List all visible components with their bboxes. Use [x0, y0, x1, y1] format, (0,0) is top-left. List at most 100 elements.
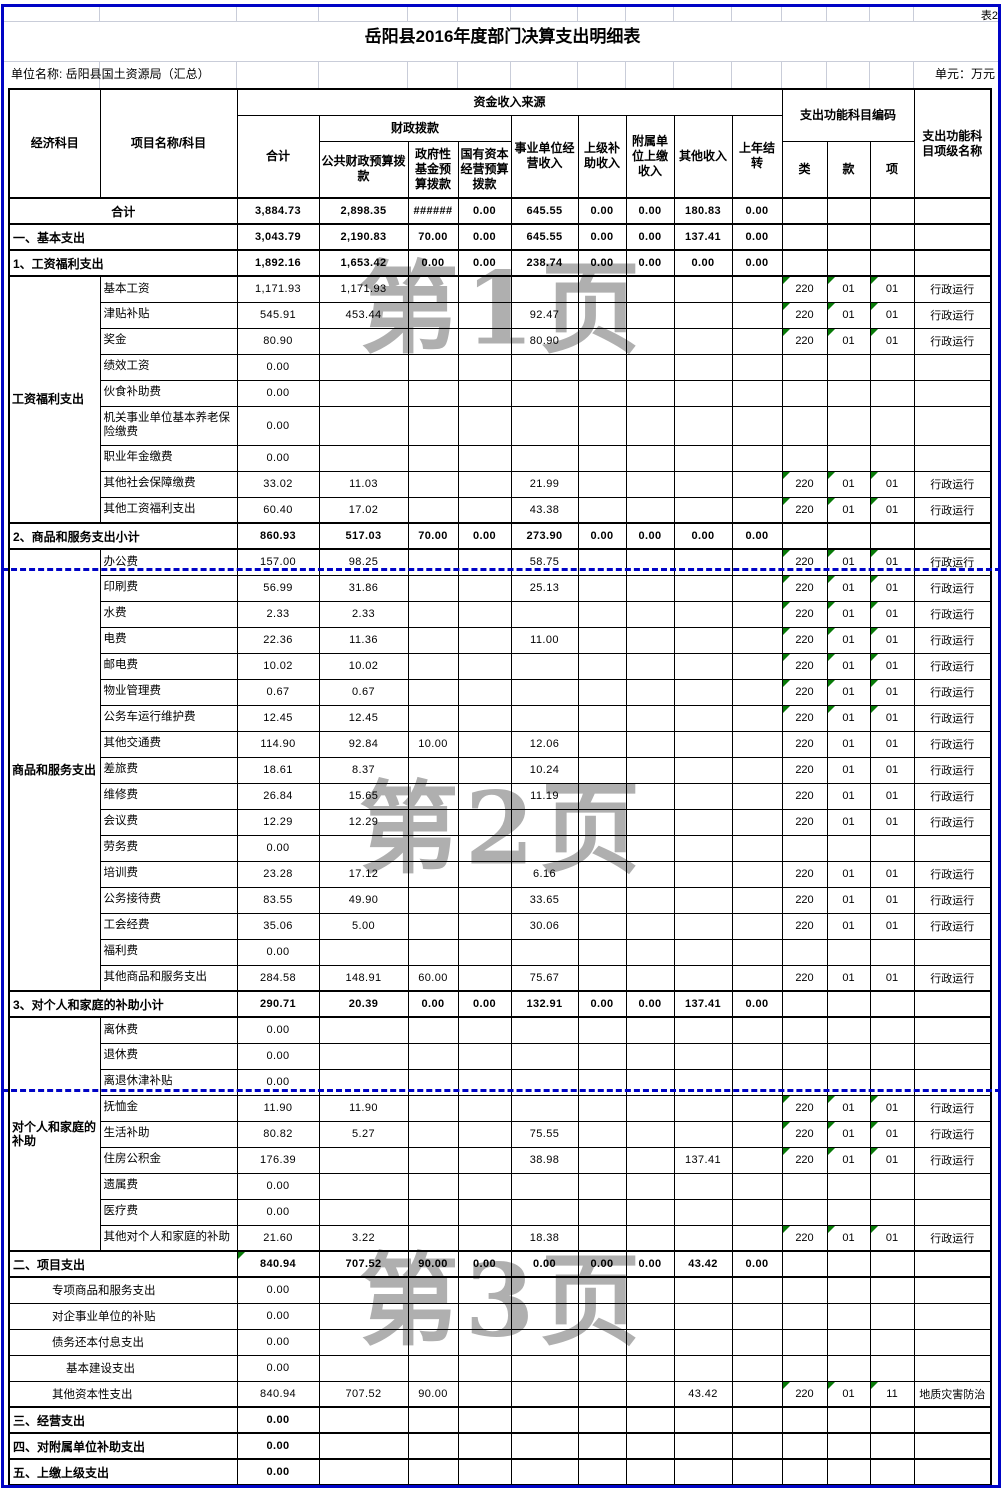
value-cell[interactable]	[318, 1198, 409, 1226]
code-cell[interactable]: 01	[826, 652, 871, 680]
value-cell[interactable]: 92.47	[510, 301, 579, 329]
item-label-cell[interactable]: 会议费	[99, 808, 238, 836]
code-cell[interactable]: 01	[869, 730, 915, 758]
item-label-cell[interactable]: 工会经费	[99, 912, 238, 940]
code-cell[interactable]	[869, 444, 915, 472]
value-cell[interactable]	[731, 1458, 783, 1486]
value-cell[interactable]: 1,171.93	[318, 275, 409, 303]
value-cell[interactable]: 0.00	[407, 249, 459, 277]
value-cell[interactable]: 137.41	[673, 223, 733, 251]
code-cell[interactable]	[869, 197, 915, 225]
value-cell[interactable]	[510, 1380, 579, 1408]
value-cell[interactable]: 1,171.93	[236, 275, 320, 303]
code-cell[interactable]: 01	[869, 886, 915, 914]
value-cell[interactable]	[457, 704, 512, 732]
value-cell[interactable]: 0.00	[236, 1198, 320, 1226]
value-cell[interactable]: 22.36	[236, 626, 320, 654]
code-cell[interactable]	[826, 223, 871, 251]
value-cell[interactable]: 18.61	[236, 756, 320, 784]
code-cell[interactable]	[869, 1276, 915, 1304]
function-name-cell[interactable]	[913, 1432, 992, 1460]
value-cell[interactable]	[457, 886, 512, 914]
value-cell[interactable]: 2.33	[236, 600, 320, 628]
value-cell[interactable]	[407, 652, 459, 680]
code-cell[interactable]	[869, 1432, 915, 1460]
value-cell[interactable]	[625, 938, 675, 966]
value-cell[interactable]: 5.00	[318, 912, 409, 940]
code-cell[interactable]: 11	[869, 1380, 915, 1408]
code-cell[interactable]	[869, 1328, 915, 1356]
code-cell[interactable]: 220	[781, 1224, 828, 1252]
value-cell[interactable]: 860.93	[236, 522, 320, 550]
value-cell[interactable]	[407, 834, 459, 862]
code-cell[interactable]	[826, 1354, 871, 1382]
code-cell[interactable]	[781, 1016, 828, 1044]
code-cell[interactable]	[826, 444, 871, 472]
value-cell[interactable]: 11.00	[510, 626, 579, 654]
code-cell[interactable]: 01	[826, 301, 871, 329]
value-cell[interactable]: 0.00	[577, 223, 627, 251]
code-cell[interactable]: 01	[826, 808, 871, 836]
value-cell[interactable]	[625, 1432, 675, 1460]
value-cell[interactable]	[625, 678, 675, 706]
value-cell[interactable]	[731, 1016, 783, 1044]
value-cell[interactable]	[673, 1016, 733, 1044]
value-cell[interactable]: 83.55	[236, 886, 320, 914]
code-cell[interactable]	[826, 1302, 871, 1330]
value-cell[interactable]: 238.74	[510, 249, 579, 277]
value-cell[interactable]	[577, 496, 627, 524]
code-cell[interactable]	[869, 1302, 915, 1330]
code-cell[interactable]: 220	[781, 886, 828, 914]
value-cell[interactable]	[673, 600, 733, 628]
row-label-cell[interactable]: 基本建设支出	[8, 1354, 238, 1382]
code-cell[interactable]	[869, 522, 915, 550]
code-cell[interactable]: 01	[869, 964, 915, 992]
value-cell[interactable]: 3.22	[318, 1224, 409, 1252]
value-cell[interactable]: 56.99	[236, 574, 320, 602]
code-cell[interactable]	[869, 1458, 915, 1486]
value-cell[interactable]: 3,884.73	[236, 197, 320, 225]
value-cell[interactable]	[625, 1302, 675, 1330]
value-cell[interactable]	[673, 834, 733, 862]
value-cell[interactable]: 0.00	[236, 1328, 320, 1356]
value-cell[interactable]	[625, 405, 675, 446]
value-cell[interactable]	[457, 652, 512, 680]
value-cell[interactable]	[625, 912, 675, 940]
value-cell[interactable]	[673, 496, 733, 524]
value-cell[interactable]: 0.00	[236, 1458, 320, 1486]
value-cell[interactable]	[407, 704, 459, 732]
value-cell[interactable]	[457, 353, 512, 381]
value-cell[interactable]: 0.00	[577, 249, 627, 277]
code-cell[interactable]: 01	[826, 678, 871, 706]
code-cell[interactable]: 01	[826, 548, 871, 576]
value-cell[interactable]	[731, 912, 783, 940]
value-cell[interactable]	[407, 1458, 459, 1486]
value-cell[interactable]	[457, 1224, 512, 1252]
value-cell[interactable]: 0.00	[236, 1172, 320, 1200]
value-cell[interactable]	[577, 301, 627, 329]
code-cell[interactable]	[869, 1406, 915, 1434]
value-cell[interactable]	[625, 626, 675, 654]
code-cell[interactable]: 220	[781, 1380, 828, 1408]
value-cell[interactable]	[577, 1458, 627, 1486]
value-cell[interactable]	[318, 327, 409, 355]
value-cell[interactable]	[407, 938, 459, 966]
item-label-cell[interactable]: 离休费	[99, 1016, 238, 1044]
function-name-cell[interactable]: 行政运行	[913, 808, 992, 836]
header-total[interactable]: 合计	[236, 114, 320, 199]
function-name-cell[interactable]	[913, 223, 992, 251]
function-name-cell[interactable]: 行政运行	[913, 964, 992, 992]
value-cell[interactable]	[731, 405, 783, 446]
value-cell[interactable]	[673, 782, 733, 810]
code-cell[interactable]: 220	[781, 1146, 828, 1174]
header-prev-year-carryover[interactable]: 上年结转	[731, 114, 783, 199]
value-cell[interactable]	[625, 470, 675, 498]
function-name-cell[interactable]	[913, 353, 992, 381]
code-cell[interactable]: 01	[869, 860, 915, 888]
code-cell[interactable]	[781, 938, 828, 966]
code-cell[interactable]: 220	[781, 548, 828, 576]
value-cell[interactable]	[407, 912, 459, 940]
function-name-cell[interactable]: 行政运行	[913, 548, 992, 576]
value-cell[interactable]	[577, 1146, 627, 1174]
code-cell[interactable]	[781, 522, 828, 550]
